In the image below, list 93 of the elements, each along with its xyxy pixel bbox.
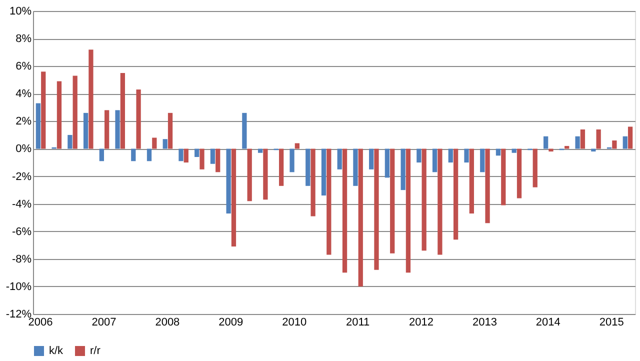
y-tick-label: 2% — [16, 116, 32, 128]
bar — [369, 148, 374, 170]
bar — [512, 148, 516, 153]
bar — [310, 148, 316, 216]
bar — [83, 112, 88, 149]
bar — [88, 50, 94, 149]
bar — [168, 112, 173, 149]
bar — [56, 81, 62, 149]
bar — [136, 90, 141, 149]
x-tick-label: 2007 — [92, 316, 116, 328]
bar — [575, 136, 580, 149]
bar — [290, 148, 294, 172]
bar — [469, 148, 474, 214]
bar — [216, 148, 220, 172]
y-tick-label: 10% — [9, 6, 32, 18]
bar — [152, 138, 157, 149]
bar — [448, 148, 453, 162]
bar — [120, 72, 126, 149]
bar — [358, 148, 363, 286]
bar — [532, 148, 538, 188]
bar — [231, 148, 236, 247]
bar — [337, 148, 342, 170]
x-tick-label: 2010 — [282, 316, 307, 328]
bar — [422, 148, 426, 251]
bar — [326, 148, 332, 255]
bar — [226, 148, 231, 214]
legend-label: r/r — [90, 345, 101, 357]
bar — [353, 148, 358, 186]
bar — [400, 148, 406, 190]
x-tick-label: 2006 — [28, 316, 53, 328]
bar — [342, 148, 348, 273]
bar — [162, 139, 168, 149]
bar — [544, 136, 548, 149]
bar — [596, 129, 601, 149]
bar — [99, 148, 104, 162]
x-tick-label: 2008 — [155, 316, 180, 328]
bar — [580, 129, 586, 149]
bar — [548, 148, 554, 152]
bar — [464, 148, 469, 162]
bar — [36, 103, 41, 149]
y-tick-label: -2% — [12, 170, 32, 183]
bar — [194, 148, 200, 157]
bar — [242, 112, 247, 149]
bar — [306, 148, 310, 186]
bar — [501, 148, 506, 206]
y-tick-label: -4% — [12, 198, 32, 210]
bar — [390, 148, 395, 254]
bar — [374, 148, 379, 270]
bar — [591, 148, 596, 152]
bar — [628, 126, 633, 149]
y-tick-label: -8% — [12, 253, 32, 266]
bar — [41, 72, 46, 149]
bar — [612, 140, 617, 149]
y-tick-label: 6% — [16, 60, 32, 73]
bar — [131, 148, 136, 162]
bar — [178, 148, 184, 162]
bar — [485, 148, 490, 224]
bar — [480, 148, 485, 172]
bar — [496, 148, 501, 156]
x-tick-label: 2012 — [409, 316, 434, 328]
bar — [258, 148, 263, 153]
x-tick-label: 2015 — [599, 316, 624, 328]
bar — [321, 148, 326, 196]
bar — [384, 148, 390, 178]
y-tick-label: 8% — [16, 33, 32, 46]
bar — [453, 148, 458, 240]
x-tick-label: 2009 — [218, 316, 244, 328]
y-tick-label: -6% — [12, 226, 32, 238]
bar — [68, 134, 72, 149]
bar — [294, 143, 300, 149]
bar — [622, 136, 628, 149]
x-tick-label: 2013 — [472, 316, 497, 328]
x-tick-label: 2011 — [346, 316, 370, 328]
bar — [432, 148, 438, 172]
bar — [263, 148, 268, 200]
bar — [278, 148, 284, 186]
bar — [200, 148, 204, 170]
bar — [184, 148, 188, 162]
legend-label: k/k — [49, 345, 64, 357]
bar — [516, 148, 522, 198]
y-tick-label: 0% — [16, 143, 32, 156]
bar — [210, 148, 216, 164]
bar — [72, 76, 78, 149]
bar — [416, 148, 422, 162]
y-tick-label: 4% — [16, 88, 32, 100]
bar — [146, 148, 152, 162]
y-tick-label: -10% — [6, 280, 32, 293]
bar — [115, 110, 120, 149]
bar — [247, 148, 252, 202]
bar — [406, 148, 411, 273]
x-tick-label: 2014 — [536, 316, 560, 328]
bar — [104, 110, 110, 149]
bar — [438, 148, 442, 255]
